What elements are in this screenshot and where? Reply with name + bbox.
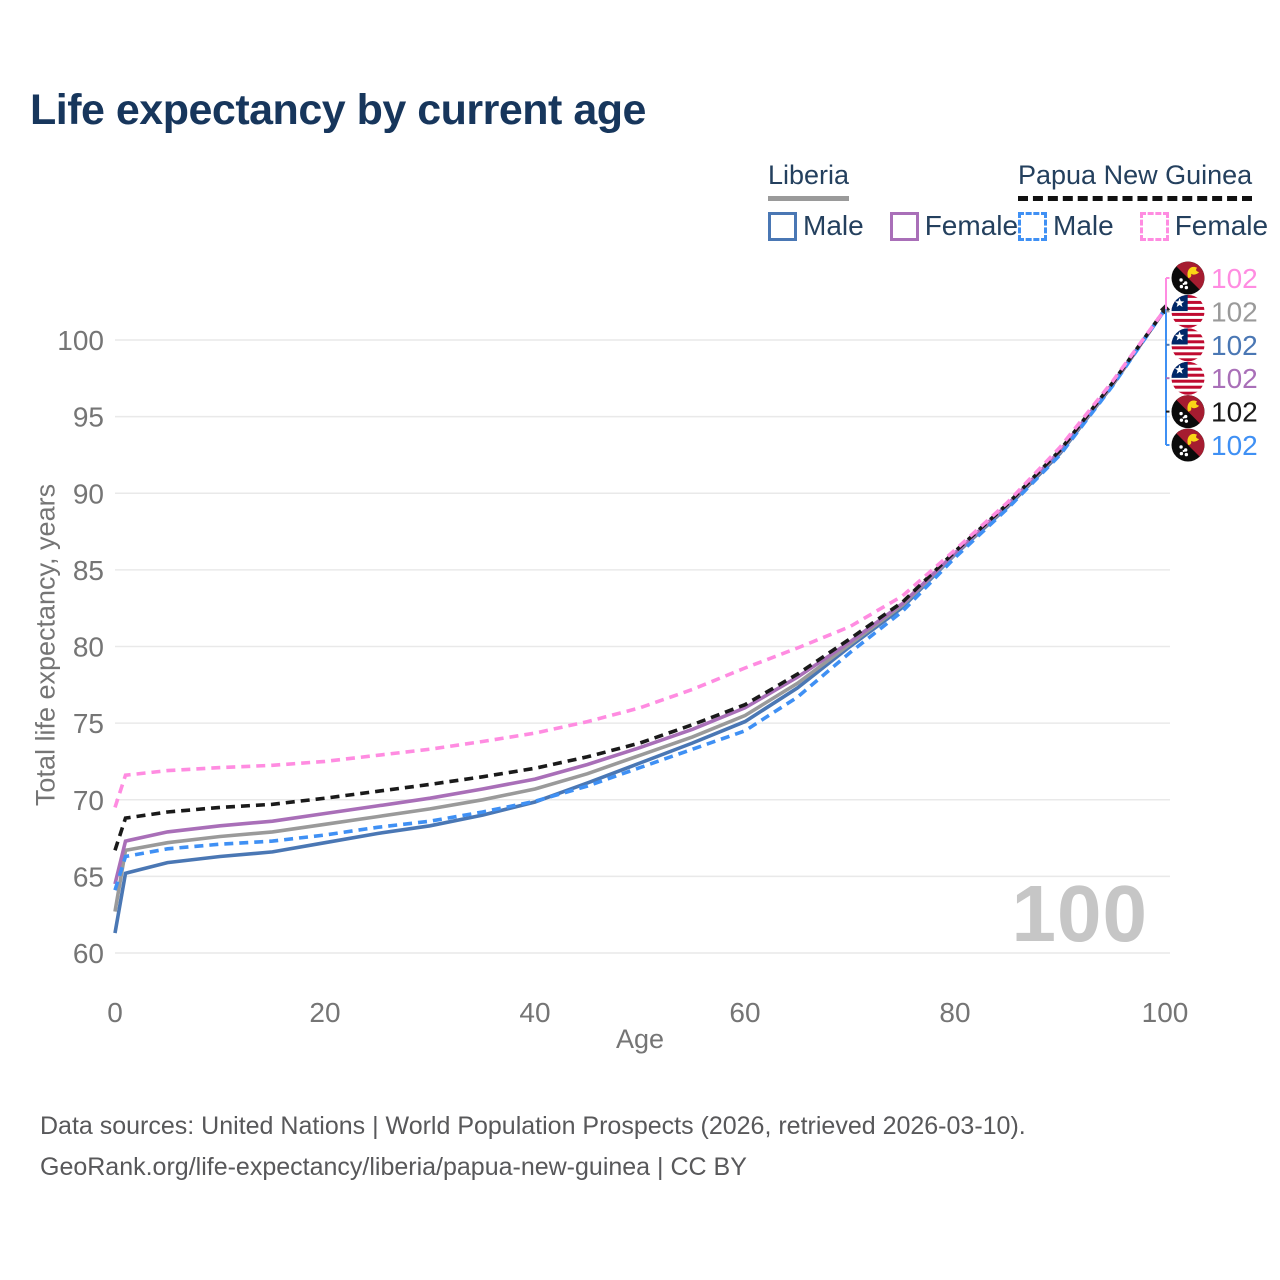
legend-item-liberia-male[interactable]: Male	[768, 210, 864, 242]
footer: Data sources: United Nations | World Pop…	[40, 1106, 1026, 1188]
age-counter-watermark: 100	[1011, 869, 1148, 958]
x-tick-label: 60	[729, 997, 760, 1028]
end-value-label-png_all: 102	[1211, 397, 1258, 428]
footer-data-sources: Data sources: United Nations | World Pop…	[40, 1112, 1026, 1140]
end-value-label-png_male: 102	[1211, 430, 1258, 461]
y-tick-label: 80	[73, 632, 104, 663]
papua-new-guinea-flag-icon[interactable]	[1171, 261, 1205, 295]
legend-group-liberia: Liberia Male Female	[768, 160, 1018, 242]
y-tick-label: 100	[57, 325, 104, 356]
page-title: Life expectancy by current age	[30, 86, 646, 134]
y-tick-label: 85	[73, 555, 104, 586]
x-axis-title: Age	[615, 1024, 665, 1054]
legend-swatch-liberia-female[interactable]	[889, 211, 919, 241]
series-line-png_male[interactable]	[113, 308, 1167, 891]
liberia-flag-icon[interactable]	[1171, 294, 1205, 328]
legend-swatch-liberia-male[interactable]	[768, 211, 797, 241]
legend-item-label: Male	[803, 210, 864, 241]
y-tick-label: 95	[73, 402, 104, 433]
liberia-flag-icon[interactable]	[1171, 361, 1205, 395]
x-tick-label: 40	[519, 997, 550, 1028]
end-value-label-liberia_female: 102	[1211, 363, 1258, 394]
end-value-label-liberia_male: 102	[1211, 330, 1258, 361]
papua-new-guinea-flag-icon[interactable]	[1171, 395, 1205, 429]
legend-item-label: Female	[1174, 210, 1269, 241]
y-axis-title: Total life expectancy, years	[30, 483, 61, 807]
y-tick-label: 70	[73, 785, 104, 816]
legend-country-liberia: Liberia	[768, 160, 850, 201]
x-tick-label: 80	[939, 997, 970, 1028]
legend-group-papua-new-guinea: Papua New Guinea Male Female	[1018, 160, 1268, 242]
legend-swatch-png-female[interactable]	[1139, 211, 1169, 241]
legend-swatch-png-male[interactable]	[1018, 211, 1047, 241]
legend-item-liberia-female[interactable]: Female	[889, 210, 1019, 242]
legend-country-png: Papua New Guinea	[1018, 160, 1253, 201]
footer-attribution: GeoRank.org/life-expectancy/liberia/papu…	[40, 1153, 747, 1181]
series-line-png_female[interactable]	[113, 308, 1167, 808]
end-value-label-liberia_all: 102	[1211, 296, 1258, 327]
legend-item-label: Male	[1053, 210, 1114, 241]
series-line-liberia_female[interactable]	[113, 308, 1167, 885]
y-tick-label: 90	[73, 478, 104, 509]
end-value-label-png_female: 102	[1211, 263, 1258, 294]
legend-item-png-male[interactable]: Male	[1018, 210, 1114, 242]
x-tick-label: 0	[107, 997, 123, 1028]
x-tick-label: 20	[309, 997, 340, 1028]
y-tick-label: 75	[73, 708, 104, 739]
series-line-png_all[interactable]	[113, 308, 1167, 851]
x-tick-label: 100	[1142, 997, 1189, 1028]
legend-item-label: Female	[924, 210, 1019, 241]
liberia-flag-icon[interactable]	[1171, 328, 1205, 362]
legend-item-png-female[interactable]: Female	[1139, 210, 1269, 242]
y-tick-label: 65	[73, 861, 104, 892]
papua-new-guinea-flag-icon[interactable]	[1171, 428, 1205, 462]
y-tick-label: 60	[73, 938, 104, 969]
